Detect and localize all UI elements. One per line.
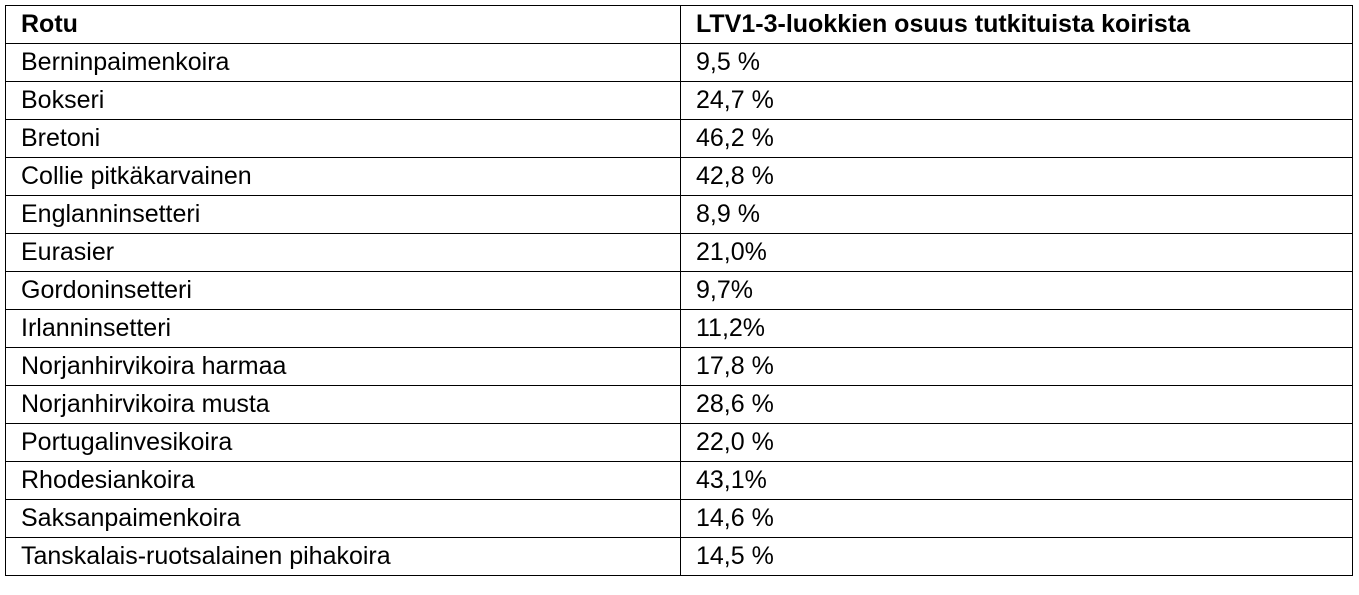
share-cell: 14,6 % — [680, 499, 1353, 538]
share-cell: 9,7% — [680, 271, 1353, 310]
header-row: Rotu LTV1-3-luokkien osuus tutkituista ko… — [5, 5, 1353, 44]
share-cell: 8,9 % — [680, 195, 1353, 234]
table-row: Eurasier 21,0% — [5, 233, 1353, 272]
share-cell: 24,7 % — [680, 81, 1353, 120]
share-cell: 11,2% — [680, 309, 1353, 348]
share-cell: 21,0% — [680, 233, 1353, 272]
breed-cell: Eurasier — [5, 233, 681, 272]
share-cell: 17,8 % — [680, 347, 1353, 386]
share-cell: 22,0 % — [680, 423, 1353, 462]
breed-cell: Norjanhirvikoira harmaa — [5, 347, 681, 386]
share-cell: 46,2 % — [680, 119, 1353, 158]
breed-cell: Rhodesiankoira — [5, 461, 681, 500]
table-row: Collie pitkäkarvainen 42,8 % — [5, 157, 1353, 196]
breed-cell: Norjanhirvikoira musta — [5, 385, 681, 424]
breed-table: Rotu LTV1-3-luokkien osuus tutkituista ko… — [5, 5, 1353, 576]
breed-cell: Berninpaimenkoira — [5, 43, 681, 82]
header-cell: Rotu — [5, 5, 681, 44]
breed-cell: Portugalinvesikoira — [5, 423, 681, 462]
table-header: Rotu LTV1-3-luokkien osuus tutkituista ko… — [5, 5, 1353, 44]
breed-cell: Gordoninsetteri — [5, 271, 681, 310]
breed-cell: Irlanninsetteri — [5, 309, 681, 348]
table-body: Berninpaimenkoira 9,5 % Bokseri 24,7 % Breto… — [5, 43, 1353, 576]
share-cell: 28,6 % — [680, 385, 1353, 424]
breed-cell: Bokseri — [5, 81, 681, 120]
share-cell: 42,8 % — [680, 157, 1353, 196]
header-cell: LTV1-3-luokkien osuus tutkituista koiris… — [680, 5, 1353, 44]
breed-cell: Collie pitkäkarvainen — [5, 157, 681, 196]
table-row: Bretoni 46,2 % — [5, 119, 1353, 158]
table-row: Berninpaimenkoira 9,5 % — [5, 43, 1353, 82]
table-row: Portugalinvesikoira 22,0 % — [5, 423, 1353, 462]
breed-cell: Saksanpaimenkoira — [5, 499, 681, 538]
breed-cell: Bretoni — [5, 119, 681, 158]
table-row: Norjanhirvikoira musta 28,6 % — [5, 385, 1353, 424]
share-cell: 14,5 % — [680, 537, 1353, 576]
table-row: Irlanninsetteri 11,2% — [5, 309, 1353, 348]
table-row: Tanskalais-ruotsalainen pihakoira 14,5 % — [5, 537, 1353, 576]
table-row: Rhodesiankoira 43,1% — [5, 461, 1353, 500]
table-row: Bokseri 24,7 % — [5, 81, 1353, 120]
table-row: Gordoninsetteri 9,7% — [5, 271, 1353, 310]
breed-cell: Englanninsetteri — [5, 195, 681, 234]
share-cell: 9,5 % — [680, 43, 1353, 82]
table-row: Norjanhirvikoira harmaa 17,8 % — [5, 347, 1353, 386]
table-row: Saksanpaimenkoira 14,6 % — [5, 499, 1353, 538]
share-cell: 43,1% — [680, 461, 1353, 500]
table-row: Englanninsetteri 8,9 % — [5, 195, 1353, 234]
breed-cell: Tanskalais-ruotsalainen pihakoira — [5, 537, 681, 576]
